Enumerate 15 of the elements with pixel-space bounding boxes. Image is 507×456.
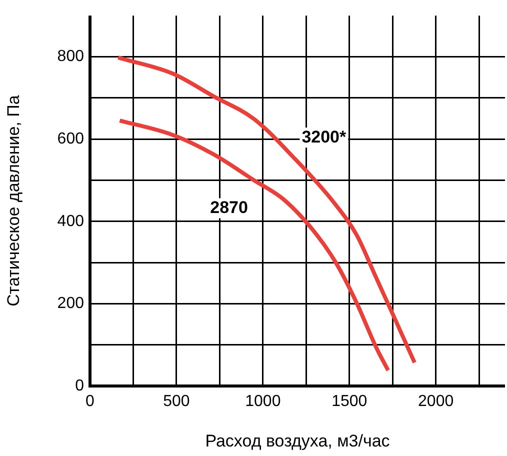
y-axis-title: Статическое давление, Па [4, 94, 23, 306]
series-label: 3200* [302, 127, 347, 146]
x-tick-label: 2000 [418, 393, 454, 410]
y-tick-label: 600 [57, 130, 84, 148]
x-tick-label: 1000 [245, 393, 281, 410]
x-tick-label: 1500 [332, 393, 368, 410]
y-tick-label: 800 [57, 48, 84, 66]
line-series [116, 56, 417, 365]
y-tick-label: 400 [57, 212, 84, 230]
series-label: 2870 [210, 198, 248, 217]
x-axis-title: Расход воздуха, м3/час [205, 431, 390, 450]
y-tick-label: 200 [57, 295, 84, 312]
y-tick-label: 0 [75, 377, 84, 394]
x-tick-label: 500 [163, 393, 190, 410]
line-series [118, 118, 390, 372]
